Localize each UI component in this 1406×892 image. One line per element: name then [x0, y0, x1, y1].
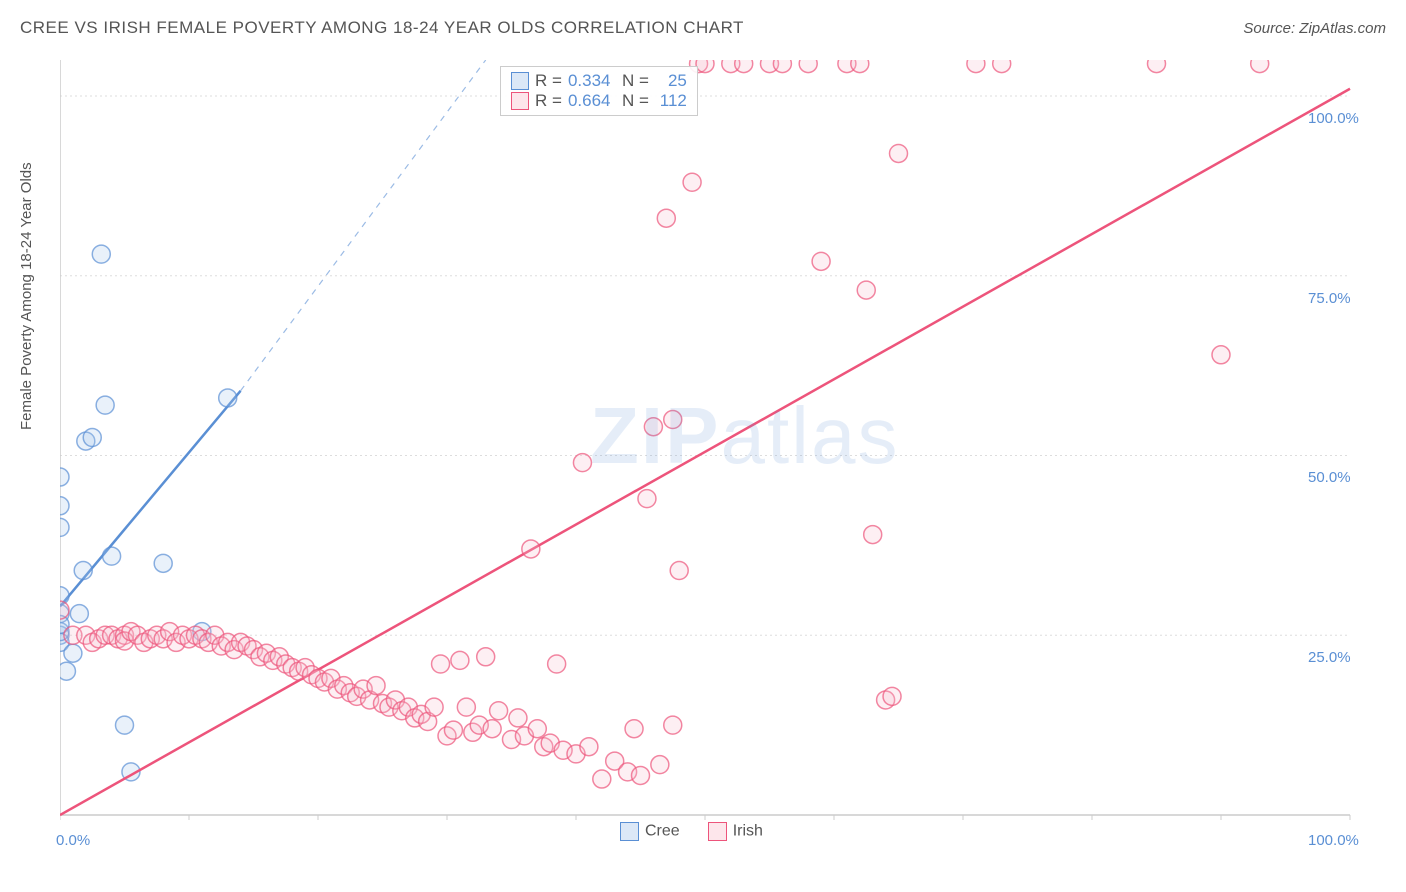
stats-row: R =0.334N =25 [511, 71, 687, 91]
series-legend: Cree Irish [620, 822, 763, 841]
x-tick-max: 100.0% [1308, 832, 1359, 849]
y-tick-label: 25.0% [1308, 649, 1351, 666]
stats-row: R =0.664N =112 [511, 91, 687, 111]
source-label: Source: ZipAtlas.com [1243, 20, 1386, 37]
chart-container: ZIPatlas R =0.334N =25R =0.664N =112 Cre… [60, 60, 1360, 820]
chart-title: CREE VS IRISH FEMALE POVERTY AMONG 18-24… [20, 18, 744, 38]
y-axis-label: Female Poverty Among 18-24 Year Olds [18, 162, 35, 430]
y-tick-label: 50.0% [1308, 469, 1351, 486]
header: CREE VS IRISH FEMALE POVERTY AMONG 18-24… [20, 18, 1386, 38]
stats-legend: R =0.334N =25R =0.664N =112 [500, 66, 698, 116]
y-tick-label: 100.0% [1308, 110, 1359, 127]
scatter-chart [60, 60, 1360, 820]
x-tick-min: 0.0% [56, 832, 90, 849]
legend-item: Irish [708, 822, 763, 841]
y-tick-label: 75.0% [1308, 290, 1351, 307]
legend-item: Cree [620, 822, 680, 841]
